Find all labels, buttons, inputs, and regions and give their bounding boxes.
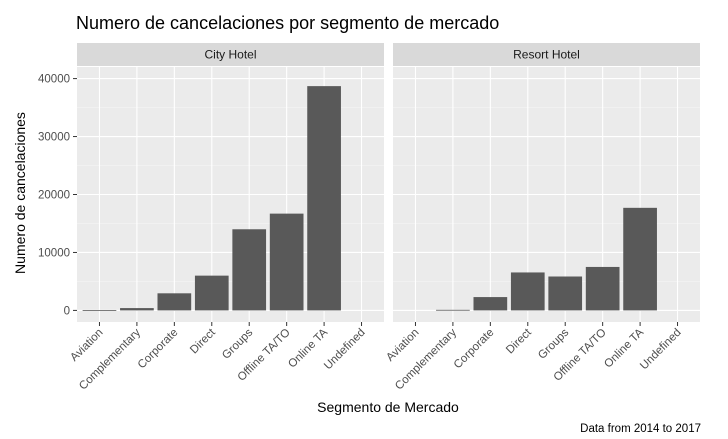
bar-resort-hotel-offline-ta-to (585, 266, 620, 311)
y-tick-label: 10000 (38, 247, 70, 259)
x-axis-title: Segmento de Mercado (317, 399, 459, 415)
x-tick-label: Direct (504, 326, 534, 356)
bar-city-hotel-complementary (120, 308, 154, 311)
facet-label: Resort Hotel (513, 48, 580, 62)
bar-city-hotel-direct (194, 275, 229, 311)
y-axis: 0 10000 20000 30000 40000 (38, 74, 77, 317)
panel-resort-hotel: Resort HotelAviationComplementaryCorpora… (384, 43, 700, 393)
x-tick-label: Corporate (136, 327, 181, 372)
y-tick-label: 40000 (38, 74, 70, 86)
bar-resort-hotel-corporate (473, 297, 508, 311)
x-tick-label: Undefined (322, 327, 368, 373)
x-tick-label: Aviation (384, 327, 421, 364)
x-tick-label: Groups (536, 326, 571, 361)
x-tick-label: Direct (188, 326, 218, 356)
x-tick-label: Aviation (68, 327, 105, 364)
bar-city-hotel-groups (232, 229, 267, 311)
facet-panels: City HotelAviationComplementaryCorporate… (68, 43, 700, 393)
bar-resort-hotel-complementary (436, 309, 470, 311)
x-tick-label: Groups (220, 326, 255, 361)
y-tick-label: 0 (64, 305, 70, 317)
y-tick-label: 20000 (38, 190, 70, 202)
facet-strip (77, 43, 384, 66)
bar-resort-hotel-direct (510, 272, 545, 311)
facet-label: City Hotel (204, 48, 256, 62)
panel-city-hotel: City HotelAviationComplementaryCorporate… (68, 43, 384, 393)
bar-resort-hotel-groups (548, 276, 583, 311)
bar-city-hotel-offline-ta-to (269, 213, 304, 311)
facet-strip (393, 43, 700, 66)
bar-resort-hotel-online-ta (623, 207, 657, 311)
bar-city-hotel-corporate (157, 293, 192, 311)
y-tick-label: 30000 (38, 132, 70, 144)
bar-city-hotel-online-ta (307, 86, 341, 311)
x-tick-label: Undefined (638, 327, 684, 373)
y-axis-title: Numero de cancelaciones (12, 112, 28, 274)
chart-title: Numero de cancelaciones por segmento de … (76, 13, 499, 33)
chart-caption: Data from 2014 to 2017 (580, 423, 701, 435)
bar-city-hotel-aviation (82, 310, 117, 311)
x-tick-label: Corporate (452, 327, 497, 372)
